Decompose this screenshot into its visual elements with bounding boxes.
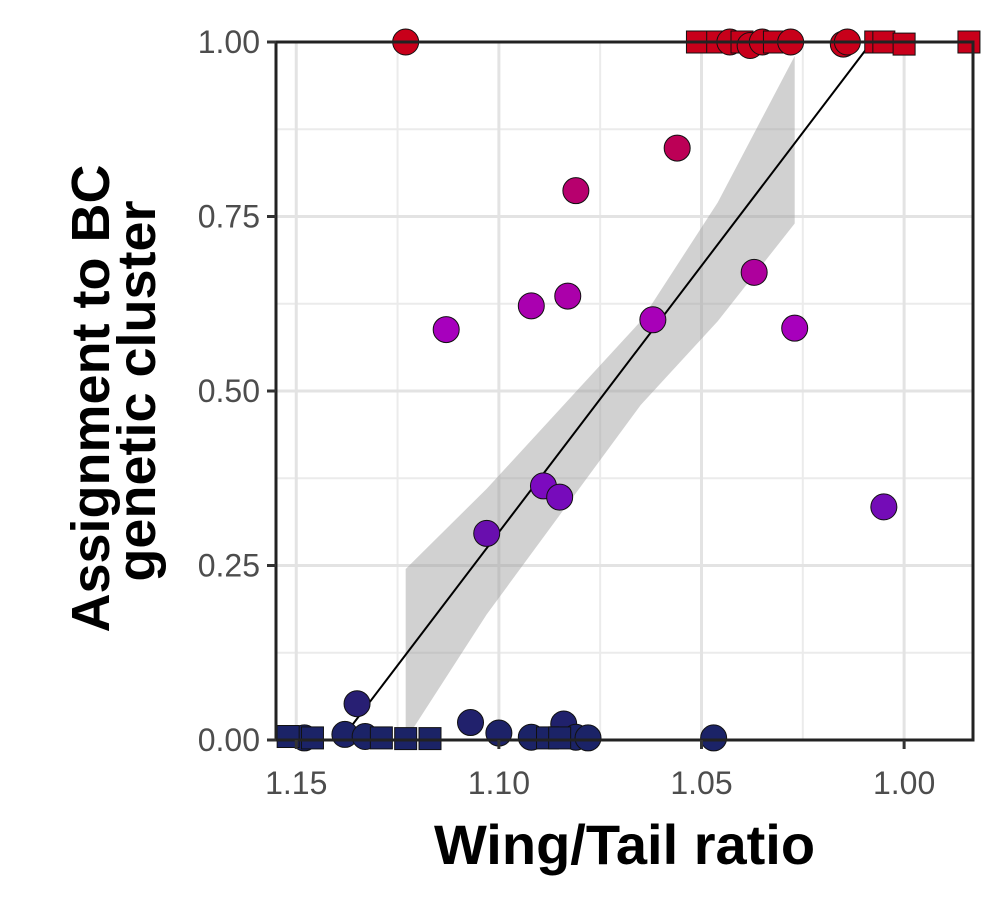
data-point-circle bbox=[574, 724, 602, 752]
y-axis-title-line-1: Assignment to BC bbox=[61, 164, 121, 632]
x-axis-title: Wing/Tail ratio bbox=[434, 813, 815, 876]
data-point-square bbox=[300, 726, 324, 750]
y-tick-label: 0.00 bbox=[198, 722, 260, 758]
y-axis-ticks bbox=[267, 40, 276, 742]
y-axis-tick-labels: 0.00 0.25 0.50 0.75 1.00 bbox=[198, 24, 260, 758]
data-point-square bbox=[369, 726, 393, 750]
data-point-circle bbox=[740, 258, 768, 286]
x-axis-ticks bbox=[294, 740, 906, 749]
data-point-circle bbox=[546, 483, 574, 511]
y-tick-label: 0.25 bbox=[198, 548, 260, 584]
x-axis-tick-labels: 1.15 1.10 1.05 1.00 bbox=[265, 765, 935, 801]
regression-line bbox=[340, 41, 873, 741]
regression-line-layer bbox=[340, 41, 873, 741]
data-point-circle bbox=[517, 292, 545, 320]
data-point-square bbox=[548, 726, 572, 750]
x-tick-label: 1.05 bbox=[670, 765, 732, 801]
data-point-circle bbox=[781, 314, 809, 342]
data-point-circle bbox=[663, 134, 691, 162]
data-point-circle bbox=[639, 306, 667, 334]
y-tick-label: 0.75 bbox=[198, 199, 260, 235]
data-point-circle bbox=[870, 493, 898, 521]
data-point-circle bbox=[562, 177, 590, 205]
data-point-circle bbox=[457, 709, 485, 737]
data-point-circle bbox=[343, 690, 371, 718]
x-tick-label: 1.10 bbox=[468, 765, 530, 801]
y-axis-title-line-2: genetic cluster bbox=[107, 200, 167, 581]
data-point-circle bbox=[432, 316, 460, 344]
data-point-square bbox=[892, 32, 916, 56]
x-tick-label: 1.00 bbox=[873, 765, 935, 801]
y-tick-label: 1.00 bbox=[198, 24, 260, 60]
y-axis-title: Assignment to BC genetic cluster bbox=[61, 149, 167, 632]
y-tick-label: 0.50 bbox=[198, 373, 260, 409]
data-point-circle bbox=[554, 282, 582, 310]
data-point-circle bbox=[473, 519, 501, 547]
x-tick-label: 1.15 bbox=[265, 765, 327, 801]
data-point-circle bbox=[700, 724, 728, 752]
